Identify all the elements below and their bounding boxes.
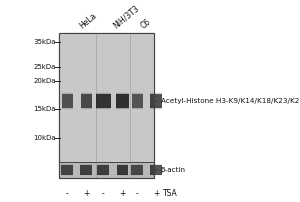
Text: -: -: [136, 189, 139, 198]
Bar: [98, 174, 109, 175]
Text: NIH/3T3: NIH/3T3: [112, 4, 141, 31]
Bar: [132, 109, 142, 110]
Bar: [62, 92, 72, 93]
Bar: [80, 174, 92, 175]
Bar: [116, 93, 129, 94]
Bar: [59, 33, 154, 178]
Bar: [132, 92, 142, 93]
Bar: [81, 93, 92, 94]
Bar: [116, 108, 129, 109]
Bar: [98, 175, 109, 176]
Bar: [116, 108, 129, 109]
Bar: [96, 93, 111, 94]
Bar: [62, 164, 73, 165]
Bar: [81, 164, 92, 165]
Bar: [151, 93, 162, 94]
Bar: [61, 164, 73, 165]
Text: +: +: [153, 189, 160, 198]
Bar: [81, 108, 92, 109]
Bar: [61, 165, 73, 175]
Bar: [151, 165, 162, 175]
Bar: [81, 109, 92, 110]
Bar: [96, 108, 111, 109]
Bar: [98, 164, 109, 165]
Bar: [61, 94, 73, 108]
Bar: [62, 93, 73, 94]
Bar: [151, 175, 162, 176]
Bar: [132, 108, 142, 109]
Bar: [97, 109, 110, 110]
Bar: [150, 108, 163, 109]
Text: +: +: [119, 189, 126, 198]
Bar: [150, 93, 163, 94]
Bar: [151, 109, 162, 110]
Bar: [98, 164, 109, 165]
Bar: [131, 174, 143, 175]
Bar: [132, 164, 143, 165]
Text: 35kDa: 35kDa: [33, 39, 56, 45]
Text: -: -: [66, 189, 69, 198]
Bar: [117, 175, 128, 176]
Text: 25kDa: 25kDa: [33, 64, 56, 70]
Bar: [116, 165, 128, 175]
Bar: [81, 164, 92, 165]
Bar: [81, 175, 92, 176]
Bar: [132, 94, 143, 108]
Bar: [80, 94, 92, 108]
Bar: [116, 174, 128, 175]
Bar: [132, 93, 143, 94]
Bar: [117, 164, 128, 165]
Bar: [151, 164, 162, 165]
Text: TSA: TSA: [163, 189, 178, 198]
Bar: [151, 164, 162, 165]
Bar: [131, 165, 143, 175]
Bar: [62, 109, 72, 110]
Bar: [59, 162, 154, 178]
Bar: [80, 165, 92, 175]
Bar: [80, 108, 92, 109]
Text: β-actin: β-actin: [160, 167, 186, 173]
Text: 10kDa: 10kDa: [33, 135, 56, 141]
Bar: [132, 175, 142, 176]
Bar: [80, 93, 92, 94]
Bar: [59, 33, 154, 178]
Bar: [151, 92, 162, 93]
Bar: [61, 108, 73, 109]
Bar: [116, 93, 129, 94]
Text: +: +: [83, 189, 89, 198]
Text: -: -: [102, 189, 105, 198]
Bar: [150, 94, 163, 108]
Bar: [61, 174, 73, 175]
Text: 15kDa: 15kDa: [33, 106, 56, 112]
Bar: [96, 108, 110, 109]
Bar: [97, 92, 110, 93]
Bar: [132, 164, 142, 165]
Bar: [132, 108, 143, 109]
Bar: [117, 164, 128, 165]
Bar: [59, 33, 154, 162]
Bar: [96, 93, 110, 94]
Bar: [62, 108, 73, 109]
Text: C6: C6: [140, 17, 153, 31]
Bar: [61, 93, 73, 94]
Bar: [116, 92, 129, 93]
Bar: [98, 165, 109, 175]
Bar: [81, 92, 92, 93]
Bar: [62, 175, 73, 176]
Bar: [96, 94, 111, 108]
Text: Acetyl-Histone H3-K9/K14/K18/K23/K27: Acetyl-Histone H3-K9/K14/K18/K23/K27: [160, 98, 300, 104]
Bar: [116, 109, 129, 110]
Bar: [151, 174, 162, 175]
Text: HeLa: HeLa: [78, 11, 98, 31]
Bar: [151, 108, 162, 109]
Bar: [116, 94, 129, 108]
Bar: [132, 93, 142, 94]
Text: 20kDa: 20kDa: [33, 78, 56, 84]
